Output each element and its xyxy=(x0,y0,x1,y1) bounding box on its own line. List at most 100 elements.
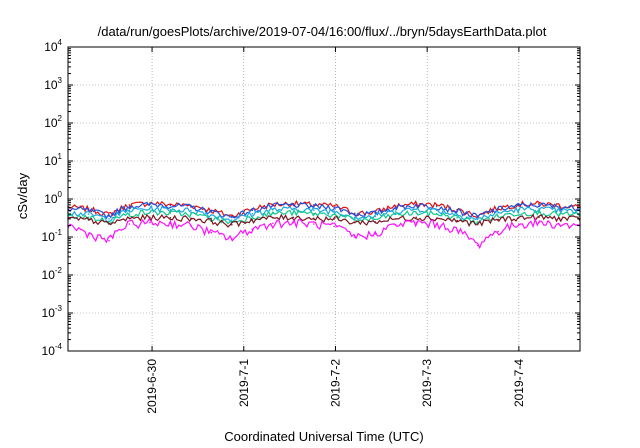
data-point xyxy=(497,212,499,214)
data-point xyxy=(374,212,377,215)
y-tick-label: 101 xyxy=(44,152,62,168)
data-point xyxy=(251,212,254,215)
data-point xyxy=(476,244,479,247)
data-point xyxy=(435,205,438,208)
series-line xyxy=(67,208,581,225)
data-point xyxy=(169,217,172,219)
data-point xyxy=(435,212,438,215)
data-point xyxy=(558,217,561,220)
data-point xyxy=(210,220,213,222)
data-point xyxy=(558,209,561,212)
data-point xyxy=(538,216,540,219)
data-point xyxy=(517,217,520,219)
data-point xyxy=(190,209,192,212)
data-point xyxy=(251,216,254,219)
data-point xyxy=(394,218,397,220)
y-tick-label: 10-4 xyxy=(42,342,63,358)
data-point xyxy=(333,213,336,216)
data-point xyxy=(128,205,131,208)
data-point xyxy=(374,218,377,221)
data-point xyxy=(517,208,520,211)
chart-title: /data/run/goesPlots/archive/2019-07-04/1… xyxy=(98,24,547,39)
data-point xyxy=(87,219,90,221)
data-point xyxy=(149,207,151,210)
data-point xyxy=(313,212,315,215)
data-point xyxy=(128,223,131,225)
data-point xyxy=(292,216,295,219)
x-tick-label: 2019-7-2 xyxy=(328,359,342,407)
data-point xyxy=(272,209,274,211)
data-point xyxy=(394,213,397,216)
data-point xyxy=(538,221,540,224)
data-point xyxy=(87,213,90,215)
series-layer xyxy=(67,199,581,250)
data-point xyxy=(374,221,377,223)
data-point xyxy=(210,211,213,213)
data-point xyxy=(538,208,540,210)
data-point xyxy=(128,204,131,206)
data-point xyxy=(333,225,336,228)
data-point xyxy=(272,222,274,225)
data-point xyxy=(149,211,151,213)
data-point xyxy=(435,217,438,220)
data-point xyxy=(415,212,418,214)
series-line xyxy=(67,201,581,220)
data-point xyxy=(169,208,172,211)
data-point xyxy=(251,219,254,221)
series-line xyxy=(67,217,581,250)
data-point xyxy=(128,217,131,220)
data-point xyxy=(231,224,233,226)
data-point xyxy=(476,221,479,223)
data-point xyxy=(415,204,418,207)
data-point xyxy=(313,223,315,225)
y-tick-label: 104 xyxy=(44,38,62,54)
data-point xyxy=(169,222,172,225)
x-tick-label: 2019-7-4 xyxy=(512,359,526,407)
data-point xyxy=(108,218,110,220)
data-point xyxy=(190,213,192,215)
data-point xyxy=(558,206,561,208)
data-point xyxy=(108,223,110,225)
data-point xyxy=(292,204,295,206)
data-point xyxy=(538,204,540,206)
data-point xyxy=(313,209,315,211)
data-point xyxy=(353,236,356,238)
grid xyxy=(68,47,580,351)
data-point xyxy=(169,204,172,207)
data-point xyxy=(435,204,438,206)
data-point xyxy=(517,223,520,225)
data-point xyxy=(292,221,295,224)
data-point xyxy=(190,224,192,227)
data-point xyxy=(149,221,151,224)
data-point xyxy=(394,205,397,207)
x-tick-label: 2019-7-3 xyxy=(420,359,434,407)
data-point xyxy=(272,205,274,207)
data-point xyxy=(149,216,151,219)
data-point xyxy=(456,213,458,216)
data-point xyxy=(128,213,131,215)
data-point xyxy=(292,208,295,210)
data-point xyxy=(108,220,110,222)
data-point xyxy=(476,223,479,225)
data-point xyxy=(313,205,315,208)
data-point xyxy=(374,233,377,235)
y-axis: 104 103 102 101 100 10-1 10-2 10-3 10-4 xyxy=(42,38,580,358)
y-axis-label: cSv/day xyxy=(15,172,30,219)
data-point xyxy=(497,230,499,233)
data-point xyxy=(374,215,377,218)
data-point xyxy=(497,218,499,221)
data-point xyxy=(190,206,192,208)
data-point xyxy=(476,216,479,218)
y-tick-label: 102 xyxy=(44,114,62,130)
y-tick-label: 10-3 xyxy=(42,304,63,320)
data-point xyxy=(415,216,418,219)
data-point xyxy=(333,210,336,212)
data-point xyxy=(272,217,274,219)
data-point xyxy=(558,213,561,215)
data-point xyxy=(394,206,397,209)
data-point xyxy=(251,228,254,230)
y-tick-label: 103 xyxy=(44,76,62,92)
x-axis-label: Coordinated Universal Time (UTC) xyxy=(224,429,423,444)
y-tick-label: 100 xyxy=(44,190,62,206)
data-point xyxy=(517,212,520,214)
